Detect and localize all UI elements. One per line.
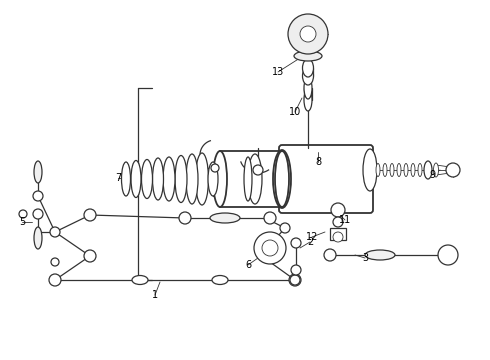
Ellipse shape [208,162,218,196]
Circle shape [291,265,301,275]
Ellipse shape [411,163,415,176]
Ellipse shape [397,163,401,176]
Circle shape [324,249,336,261]
Ellipse shape [294,51,322,61]
Text: 1: 1 [152,290,158,300]
Circle shape [33,191,43,201]
Circle shape [280,223,290,233]
Ellipse shape [244,157,252,201]
Text: 5: 5 [19,217,25,227]
Circle shape [49,274,61,286]
Circle shape [446,163,460,177]
Ellipse shape [210,213,240,223]
Ellipse shape [363,149,377,191]
Circle shape [290,275,300,285]
Circle shape [51,258,59,266]
Ellipse shape [34,227,42,249]
Text: 13: 13 [272,67,284,77]
Ellipse shape [275,151,289,207]
Circle shape [33,209,43,219]
Circle shape [333,232,343,242]
Ellipse shape [131,161,141,198]
Circle shape [289,274,301,286]
Circle shape [254,232,286,264]
Circle shape [179,212,191,224]
Ellipse shape [34,161,42,183]
Ellipse shape [196,153,209,205]
Text: 12: 12 [306,232,318,242]
Ellipse shape [424,161,432,179]
Ellipse shape [212,275,228,284]
Circle shape [438,245,458,265]
Ellipse shape [297,44,319,52]
Ellipse shape [175,156,187,202]
Ellipse shape [365,250,395,260]
Circle shape [84,209,96,221]
Circle shape [50,227,60,237]
Text: 11: 11 [339,215,351,225]
Text: 6: 6 [245,260,251,270]
Ellipse shape [142,159,152,198]
Circle shape [264,212,276,224]
Text: 8: 8 [315,157,321,167]
Ellipse shape [302,67,314,85]
Ellipse shape [163,157,175,201]
Circle shape [288,14,328,54]
Ellipse shape [376,163,380,176]
Circle shape [253,165,263,175]
Ellipse shape [304,89,312,111]
Circle shape [333,217,343,227]
Text: 10: 10 [289,107,301,117]
FancyBboxPatch shape [279,145,373,213]
Circle shape [19,210,27,218]
Ellipse shape [213,151,227,207]
Ellipse shape [132,275,148,284]
Ellipse shape [418,163,422,176]
Ellipse shape [404,163,408,176]
Text: 9: 9 [429,170,435,180]
Text: 7: 7 [115,173,121,183]
Bar [330,228,346,240]
Ellipse shape [152,158,164,200]
Ellipse shape [122,162,130,196]
Ellipse shape [302,59,314,77]
Circle shape [84,250,96,262]
Text: 2: 2 [307,237,313,247]
Circle shape [331,203,345,217]
Circle shape [211,164,219,172]
Ellipse shape [186,154,198,204]
Ellipse shape [304,77,312,99]
Ellipse shape [248,154,262,204]
Ellipse shape [434,163,439,177]
Circle shape [262,240,278,256]
Circle shape [291,238,301,248]
Ellipse shape [273,150,291,208]
Ellipse shape [383,163,387,176]
Circle shape [300,26,316,42]
Text: 3: 3 [362,253,368,263]
Ellipse shape [390,163,394,176]
